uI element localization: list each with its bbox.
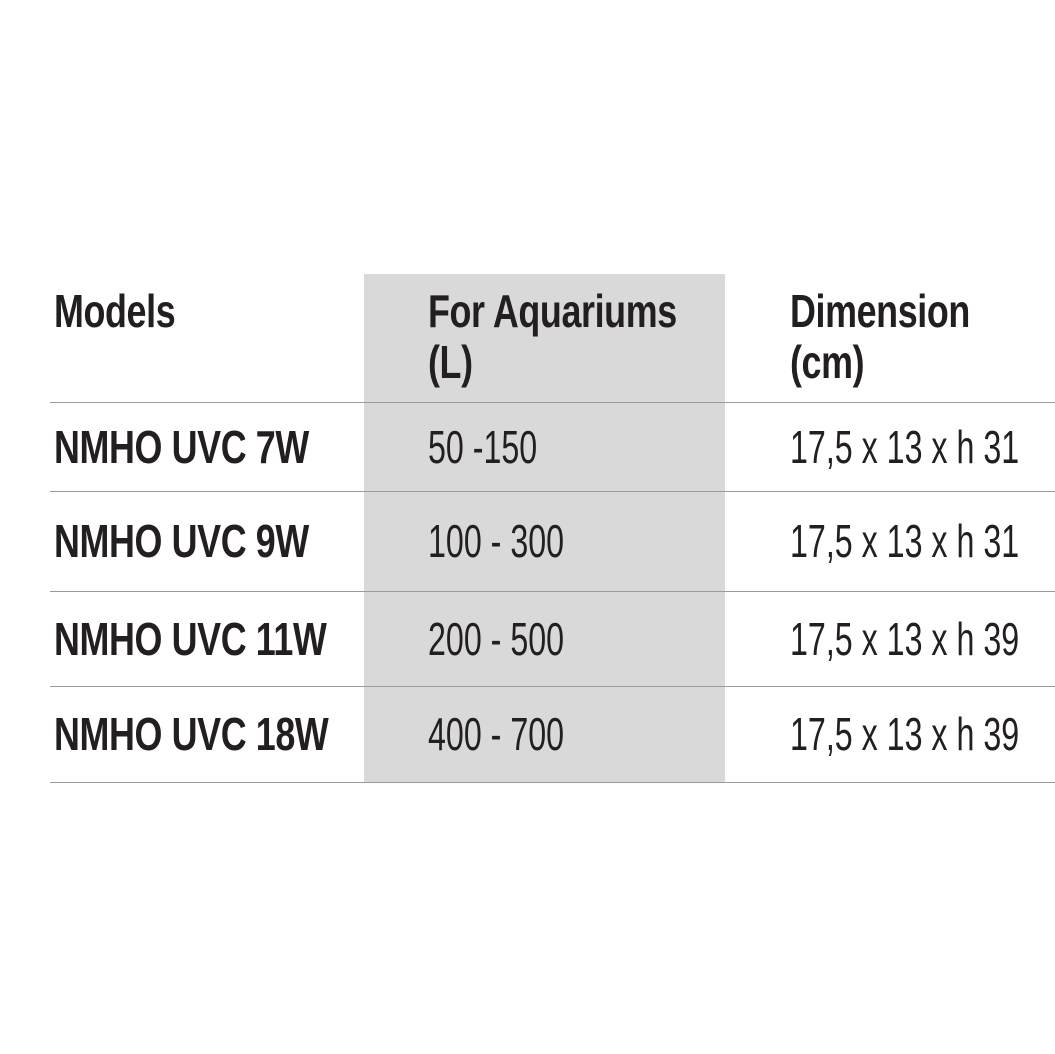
table-row-1-dimension-cell: 17,5 x 13 x h 31 [725,403,1055,492]
model-name: NMHO UVC 9W [54,515,309,568]
header-label-aquariums: For Aquariums (L) [428,286,677,388]
model-name: NMHO UVC 11W [54,612,327,665]
table-row-4-model-cell: NMHO UVC 18W [50,687,364,783]
table-row-1-aquariums-cell: 50 -150 [364,403,725,492]
aquariums-value: 200 - 500 [428,612,565,665]
table-row-4-dimension-cell: 17,5 x 13 x h 39 [725,687,1055,783]
table-row-3-dimension-cell: 17,5 x 13 x h 39 [725,592,1055,687]
dimension-value: 17,5 x 13 x h 39 [790,708,1020,761]
dimension-value: 17,5 x 13 x h 39 [790,612,1020,665]
table-row-3-aquariums-cell: 200 - 500 [364,592,725,687]
model-name: NMHO UVC 18W [54,708,329,761]
header-label-aquariums-line1: For Aquariums [428,285,677,337]
table-row-2-dimension-cell: 17,5 x 13 x h 31 [725,492,1055,592]
spec-table: Models For Aquariums (L) Dimension (cm) NM… [50,274,1055,783]
header-label-dimension: Dimension (cm) [790,286,970,388]
table-row-4-aquariums-cell: 400 - 700 [364,687,725,783]
model-name: NMHO UVC 7W [54,420,309,473]
table-row-3-model-cell: NMHO UVC 11W [50,592,364,687]
header-label-aquariums-line2: (L) [428,336,473,388]
header-label-models: Models [54,285,176,337]
header-cell-dimension: Dimension (cm) [725,274,1055,403]
dimension-value: 17,5 x 13 x h 31 [790,420,1020,473]
header-label-dimension-line2: (cm) [790,336,865,388]
header-label-dimension-line1: Dimension [790,285,970,337]
header-cell-models: Models [50,274,364,403]
header-cell-aquariums: For Aquariums (L) [364,274,725,403]
table-row-2-model-cell: NMHO UVC 9W [50,492,364,592]
aquariums-value: 100 - 300 [428,515,565,568]
table-row-2-aquariums-cell: 100 - 300 [364,492,725,592]
aquariums-value: 50 -150 [428,420,538,473]
table-row-1-model-cell: NMHO UVC 7W [50,403,364,492]
dimension-value: 17,5 x 13 x h 31 [790,515,1020,568]
aquariums-value: 400 - 700 [428,708,565,761]
